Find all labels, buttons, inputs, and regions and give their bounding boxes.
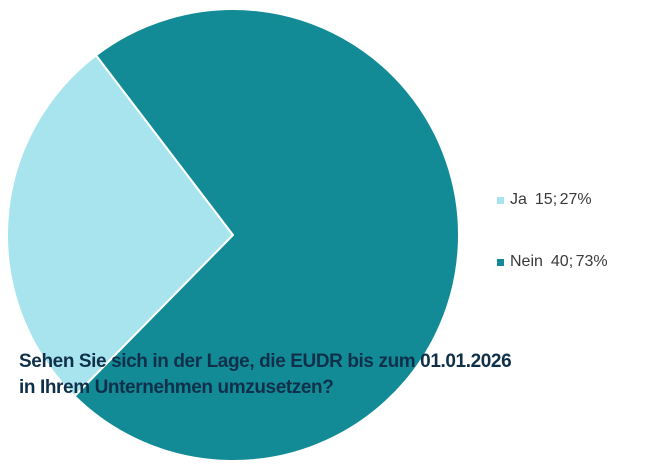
chart-title: Sehen Sie sich in der Lage, die EUDR bis… bbox=[19, 349, 649, 401]
chart-title-line-2: in Ihrem Unternehmen umzusetzen? bbox=[19, 377, 334, 398]
pie-slice-nein bbox=[73, 8, 460, 462]
chart-legend: Ja 15; 27% Nein 40; 73% bbox=[497, 190, 608, 314]
legend-item-ja: Ja 15; 27% bbox=[497, 190, 608, 210]
legend-category-ja: Ja bbox=[510, 191, 527, 208]
legend-value-nein: 40; 73% bbox=[550, 253, 608, 270]
pie-slice-ja bbox=[6, 54, 234, 398]
pie-slices bbox=[6, 8, 460, 462]
legend-item-nein: Nein 40; 73% bbox=[497, 252, 608, 272]
legend-category-nein: Nein bbox=[510, 253, 543, 270]
chart-title-line-1: Sehen Sie sich in der Lage, die EUDR bis… bbox=[19, 351, 512, 372]
legend-swatch-nein bbox=[497, 258, 504, 266]
legend-value-ja: 15; 27% bbox=[534, 191, 592, 208]
legend-swatch-ja bbox=[497, 196, 504, 204]
